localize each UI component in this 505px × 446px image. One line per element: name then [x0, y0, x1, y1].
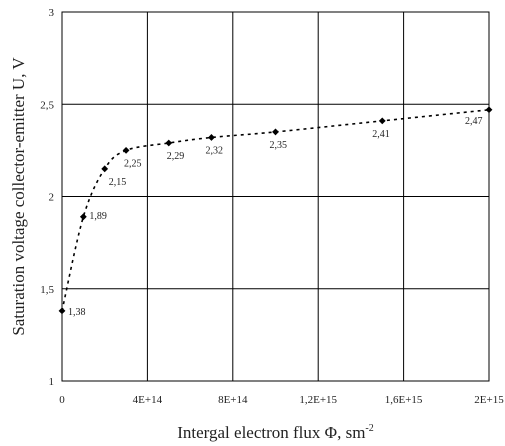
plot-frame [61, 11, 490, 382]
data-point [165, 139, 173, 147]
data-label: 1,38 [68, 307, 86, 318]
data-label: 2,35 [270, 140, 288, 151]
y-tick-label: 2,5 [40, 99, 54, 111]
series-line [61, 108, 490, 312]
data-label: 2,29 [167, 151, 185, 162]
tick-labels: 0 4E+14 8E+14 1,2E+15 1,6E+15 2E+15 1 1,5 2 2,5 3 [40, 7, 504, 406]
y-tick-label: 3 [49, 7, 55, 19]
data-point [58, 307, 66, 315]
x-tick-label: 2E+15 [474, 394, 504, 406]
data-point [208, 134, 215, 141]
data-point [485, 106, 493, 114]
x-axis-title-text: Intergal electron flux Φ, sm [177, 423, 365, 442]
data-point [101, 165, 109, 173]
data-markers [58, 106, 493, 315]
data-label: 2,15 [109, 177, 127, 188]
x-tick-label: 1,6E+15 [385, 394, 423, 406]
data-point [122, 146, 130, 154]
data-point [79, 213, 87, 221]
data-point [272, 128, 279, 136]
x-tick-label: 8E+14 [218, 394, 248, 406]
data-labels: 1,38 1,89 2,15 2,25 2,29 2,32 2,35 2,41 2,47 [68, 116, 483, 318]
y-tick-label: 2 [49, 192, 55, 204]
x-tick-label: 4E+14 [133, 394, 163, 406]
y-axis-title: Saturation voltage collector-emitter U, … [9, 57, 28, 336]
grid-lines [61, 11, 490, 382]
y-tick-label: 1 [49, 376, 55, 388]
data-label: 2,47 [465, 116, 483, 127]
data-label: 2,32 [205, 145, 223, 156]
x-axis-title: Intergal electron flux Φ, sm-2 [177, 423, 374, 442]
data-point [378, 117, 386, 125]
y-tick-label: 1,5 [40, 284, 54, 296]
x-axis-title-superscript: -2 [365, 423, 373, 434]
data-label: 2,41 [372, 129, 390, 140]
data-label: 2,25 [124, 158, 142, 169]
x-tick-label: 0 [59, 394, 65, 406]
x-tick-label: 1,2E+15 [299, 394, 337, 406]
data-label: 1,89 [89, 211, 107, 222]
